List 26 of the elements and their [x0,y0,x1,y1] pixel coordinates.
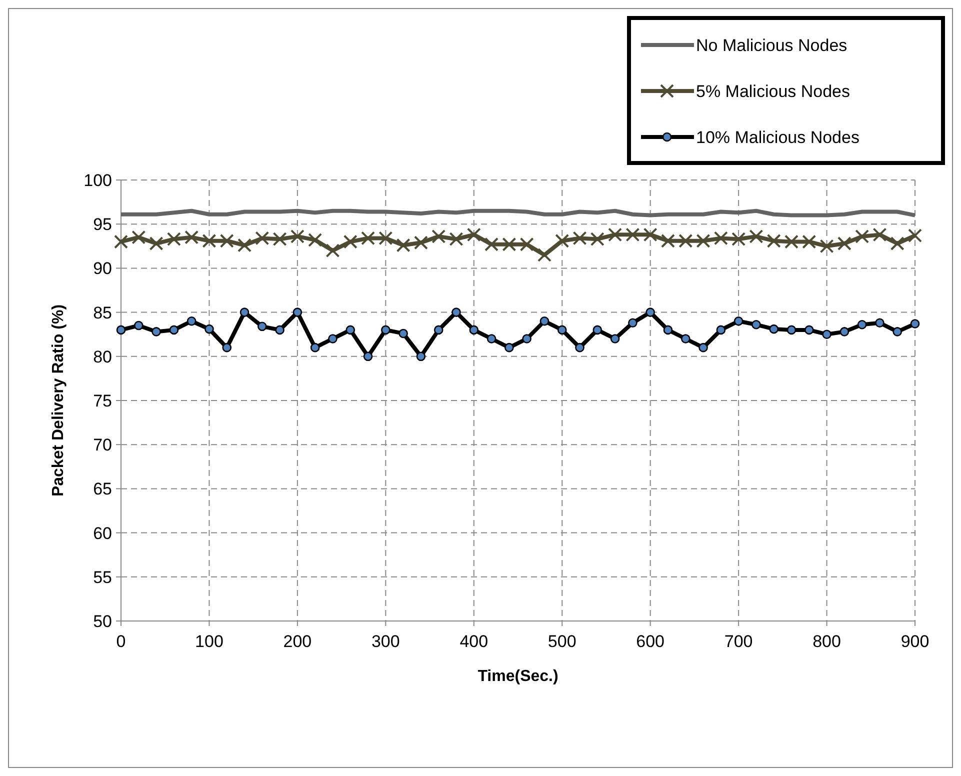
x-tick-label: 500 [548,632,576,651]
y-tick-label: 80 [93,347,112,366]
y-tick-label: 90 [93,259,112,278]
y-tick-label: 95 [93,215,112,234]
y-tick-label: 70 [93,436,112,455]
x-axis-title: Time(Sec.) [478,668,558,685]
x-tick-label: 400 [460,632,488,651]
y-tick-label: 55 [93,568,112,587]
legend-label: No Malicious Nodes [696,36,848,55]
x-tick-label: 900 [900,632,930,651]
y-tick-label: 50 [93,612,112,631]
x-tick-label: 700 [724,632,753,651]
y-tick-label: 75 [93,391,112,410]
x-tick-label: 100 [195,632,224,651]
legend-label: 5% Malicious Nodes [696,82,850,101]
x-tick-label: 800 [812,632,841,651]
y-tick-label: 85 [93,303,112,322]
x-tick-label: 600 [636,632,665,651]
y-tick-label: 60 [93,524,112,543]
x-tick-label: 0 [116,632,126,651]
x-tick-label: 200 [283,632,312,651]
x-tick-label: 300 [371,632,400,651]
y-tick-label: 65 [93,480,112,499]
y-tick-label: 100 [84,170,112,190]
legend-label: 10% Malicious Nodes [696,128,860,147]
y-axis-title: Packet Delivery Ratio (%) [50,304,67,497]
